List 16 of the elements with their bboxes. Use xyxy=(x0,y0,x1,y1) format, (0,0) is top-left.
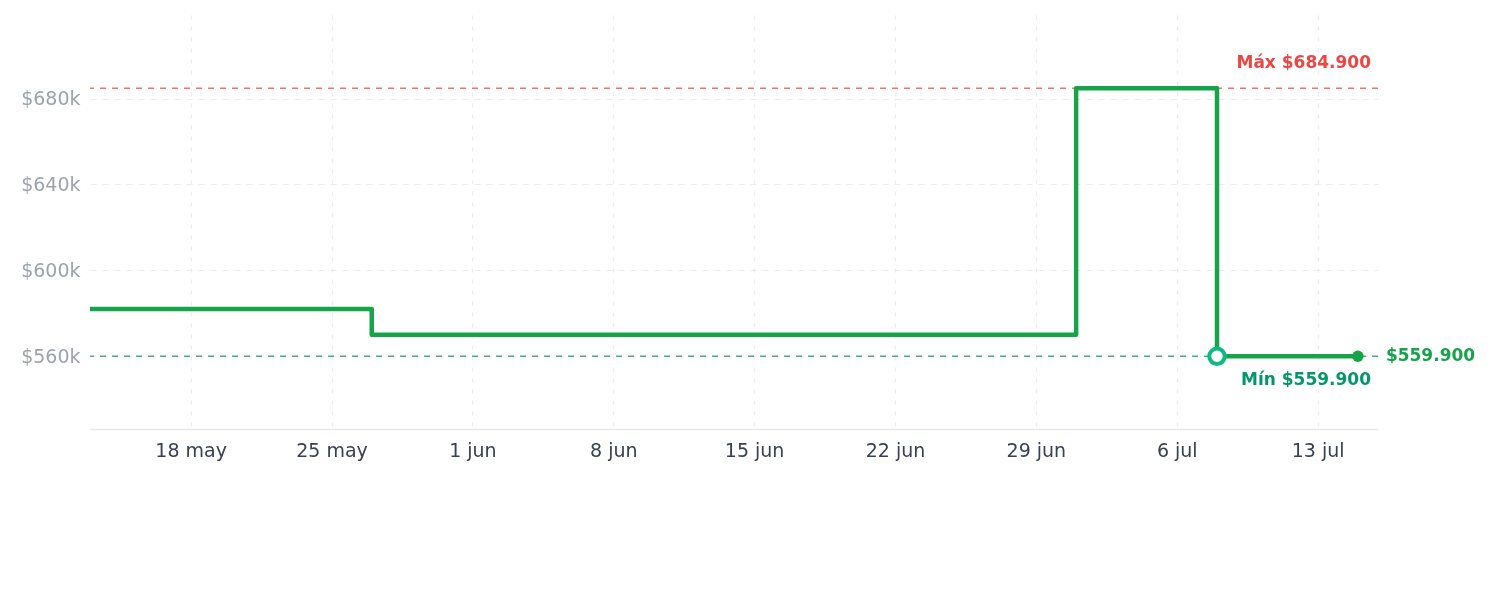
x-tick-label: 25 may xyxy=(296,438,368,461)
x-tick-label: 18 may xyxy=(155,438,227,461)
x-tick-label: 22 jun xyxy=(865,438,926,461)
annotation: $559.900 xyxy=(1385,345,1476,366)
x-tick-label: 15 jun xyxy=(724,438,785,461)
y-tick-label: $600k xyxy=(21,258,81,281)
x-tick-label: 29 jun xyxy=(1006,438,1067,461)
ref-line-label: Máx $684.900 xyxy=(1236,52,1372,73)
x-tick-label: 13 jul xyxy=(1291,438,1345,461)
y-tick-label: $560k xyxy=(21,344,81,367)
y-tick-label: $640k xyxy=(21,172,81,195)
x-tick-label: 1 jun xyxy=(449,438,497,461)
x-tick-label: 8 jun xyxy=(590,438,638,461)
ref-line-label: Mín $559.900 xyxy=(1240,369,1372,390)
y-tick-label: $680k xyxy=(21,87,81,110)
x-tick-label: 6 jul xyxy=(1156,438,1198,461)
